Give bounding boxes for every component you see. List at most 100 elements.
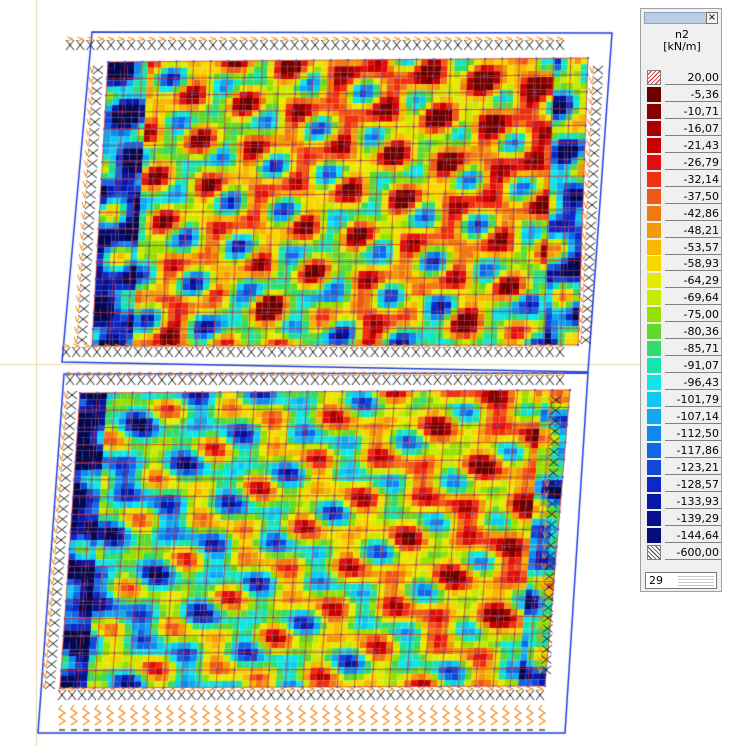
scale-row[interactable]: -32,14 — [645, 171, 721, 188]
scale-divider — [665, 338, 721, 340]
scale-value: -16,07 — [683, 121, 719, 135]
scale-value: -69,64 — [683, 291, 719, 305]
scale-value: -42,86 — [683, 206, 719, 220]
scale-value: -91,07 — [683, 359, 719, 373]
scale-swatch — [647, 70, 661, 85]
scale-swatch — [647, 459, 661, 475]
scale-value: -112,50 — [676, 426, 719, 440]
scale-swatch — [647, 273, 661, 289]
scale-row[interactable]: -5,36 — [645, 86, 721, 103]
spinner-grip-icon[interactable] — [678, 575, 714, 586]
scale-row[interactable]: -80,36 — [645, 323, 721, 340]
color-count-value[interactable]: 29 — [649, 574, 663, 587]
scale-row[interactable]: -10,71 — [645, 103, 721, 120]
scale-value: -48,21 — [683, 223, 719, 237]
scale-divider — [665, 117, 721, 119]
scale-row[interactable]: -37,50 — [645, 188, 721, 205]
scale-divider — [665, 168, 721, 170]
scale-value: -117,86 — [676, 443, 719, 457]
scale-swatch — [647, 425, 661, 441]
scale-swatch — [647, 375, 661, 391]
result-name: n2 — [675, 28, 689, 41]
scale-row[interactable]: -91,07 — [645, 357, 721, 374]
scale-value: -107,14 — [676, 410, 719, 423]
scale-value: -32,14 — [683, 172, 719, 186]
color-scale-panel: × n2 [kN/m] 20,00 -5,36 -10,71 -16,07 -21,43… — [640, 8, 722, 592]
scale-swatch — [647, 307, 661, 323]
scale-divider — [665, 304, 721, 306]
panel-titlebar[interactable]: × — [644, 12, 718, 24]
scale-row[interactable]: -58,93 — [645, 255, 721, 272]
scale-swatch — [647, 120, 661, 136]
scale-value: -123,21 — [676, 460, 719, 474]
scale-row[interactable]: -75,00 — [645, 306, 721, 323]
scale-row[interactable]: -139,29 — [645, 510, 721, 527]
scale-swatch — [647, 392, 661, 408]
scale-swatch — [647, 222, 661, 238]
scale-divider — [665, 389, 721, 391]
scale-swatch — [647, 510, 661, 526]
scale-swatch — [647, 324, 661, 340]
scale-value: -75,00 — [683, 308, 719, 322]
scale-divider — [665, 439, 721, 441]
scale-row[interactable]: -96,43 — [645, 374, 721, 391]
scale-row[interactable]: -123,21 — [645, 459, 721, 476]
scale-divider — [665, 456, 721, 458]
scale-value: -101,79 — [676, 393, 719, 407]
scale-row[interactable]: -16,07 — [645, 120, 721, 137]
scale-row[interactable]: 20,00 — [645, 69, 721, 86]
scale-divider — [665, 372, 721, 374]
scale-row[interactable]: -64,29 — [645, 272, 721, 289]
scale-row[interactable]: -21,43 — [645, 137, 721, 154]
scale-value: -53,57 — [683, 240, 719, 254]
scale-divider — [665, 151, 721, 153]
scale-row[interactable]: -128,57 — [645, 476, 721, 493]
scale-row[interactable]: -69,64 — [645, 289, 721, 306]
scale-divider — [665, 406, 721, 408]
scale-divider — [665, 84, 721, 85]
scale-swatch — [647, 188, 661, 204]
scale-value: 20,00 — [687, 71, 720, 84]
scale-row[interactable]: -48,21 — [645, 222, 721, 239]
scale-value: -10,71 — [683, 104, 719, 118]
scale-row[interactable]: -107,14 — [645, 408, 721, 425]
scale-row[interactable]: -112,50 — [645, 425, 721, 442]
color-count-spinner[interactable]: 29 — [645, 572, 717, 589]
scale-swatch — [647, 290, 661, 306]
scale-value: -139,29 — [676, 511, 719, 525]
scale-row[interactable]: -133,93 — [645, 493, 721, 510]
scale-divider — [665, 236, 721, 238]
scale-swatch — [647, 86, 661, 102]
scale-divider — [665, 202, 721, 204]
scale-value: -133,93 — [676, 494, 719, 508]
scale-value: -144,64 — [676, 528, 719, 542]
scale-divider — [665, 134, 721, 136]
scale-row[interactable]: -85,71 — [645, 340, 721, 357]
scale-divider — [665, 219, 721, 221]
scale-divider — [665, 270, 721, 272]
scale-swatch — [647, 171, 661, 187]
scale-row[interactable]: -117,86 — [645, 442, 721, 459]
scale-swatch — [647, 476, 661, 492]
scale-divider — [665, 507, 721, 509]
scale-divider — [665, 287, 721, 289]
scale-value: -80,36 — [683, 325, 719, 339]
scale-row[interactable]: -42,86 — [645, 205, 721, 222]
scale-swatch — [647, 527, 661, 543]
scale-row[interactable]: -53,57 — [645, 239, 721, 256]
scale-divider — [665, 253, 721, 255]
scale-row[interactable]: -101,79 — [645, 391, 721, 408]
scale-row[interactable]: -600,00 — [645, 544, 721, 561]
scale-divider — [665, 473, 721, 475]
scale-swatch — [647, 103, 661, 119]
scale-swatch — [647, 544, 661, 560]
scale-row[interactable]: -144,64 — [645, 527, 721, 544]
close-icon[interactable]: × — [706, 12, 718, 24]
scale-divider — [665, 524, 721, 526]
scale-value: -37,50 — [683, 189, 719, 203]
scale-row[interactable]: -26,79 — [645, 154, 721, 171]
scale-divider — [665, 185, 721, 187]
scale-value: -64,29 — [683, 274, 719, 288]
